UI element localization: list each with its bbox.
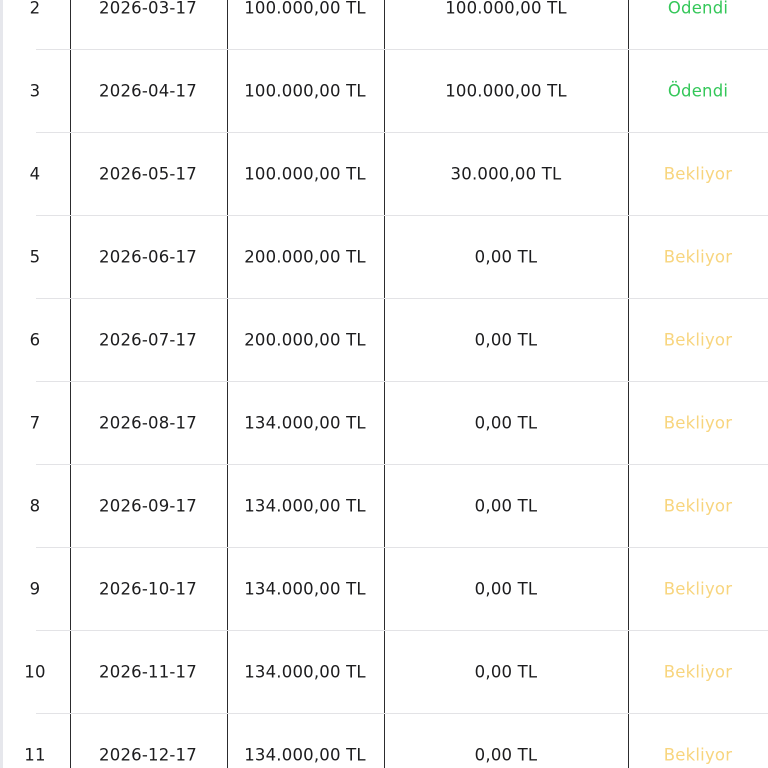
status: Bekliyor — [663, 247, 733, 267]
amount: 100.000,00 TL — [244, 81, 366, 101]
column-divider — [628, 0, 629, 768]
amount: 200.000,00 TL — [244, 330, 366, 350]
paid-amount: 0,00 TL — [474, 413, 538, 433]
row-number: 10 — [24, 662, 46, 682]
due-date: 2026-10-17 — [99, 579, 197, 599]
due-date: 2026-12-17 — [99, 745, 197, 765]
row-number: 3 — [29, 81, 41, 101]
amount: 100.000,00 TL — [244, 164, 366, 184]
due-date: 2026-04-17 — [99, 81, 197, 101]
due-date: 2026-11-17 — [99, 662, 197, 682]
due-date: 2026-09-17 — [99, 496, 197, 516]
paid-amount: 0,00 TL — [474, 496, 538, 516]
paid-amount: 0,00 TL — [474, 745, 538, 765]
row-number: 11 — [24, 745, 46, 765]
due-date: 2026-07-17 — [99, 330, 197, 350]
status: Bekliyor — [663, 496, 733, 516]
due-date: 2026-03-17 — [99, 0, 197, 18]
amount: 100.000,00 TL — [244, 0, 366, 18]
row-number: 4 — [29, 164, 41, 184]
row-separator — [36, 298, 768, 299]
status: Bekliyor — [663, 579, 733, 599]
row-separator — [36, 547, 768, 548]
row-number: 2 — [29, 0, 41, 18]
status: Ödendi — [667, 0, 729, 18]
due-date: 2026-06-17 — [99, 247, 197, 267]
row-number: 6 — [29, 330, 41, 350]
amount: 134.000,00 TL — [244, 496, 366, 516]
amount: 134.000,00 TL — [244, 662, 366, 682]
column-divider — [227, 0, 228, 768]
paid-amount: 0,00 TL — [474, 579, 538, 599]
status: Bekliyor — [663, 330, 733, 350]
row-separator — [36, 215, 768, 216]
paid-amount: 0,00 TL — [474, 247, 538, 267]
amount: 134.000,00 TL — [244, 745, 366, 765]
status: Bekliyor — [663, 662, 733, 682]
amount: 134.000,00 TL — [244, 579, 366, 599]
due-date: 2026-05-17 — [99, 164, 197, 184]
paid-amount: 30.000,00 TL — [450, 164, 562, 184]
row-separator — [36, 49, 768, 50]
status: Ödendi — [667, 81, 729, 101]
paid-amount: 0,00 TL — [474, 330, 538, 350]
paid-amount: 0,00 TL — [474, 662, 538, 682]
column-divider — [70, 0, 71, 768]
amount: 134.000,00 TL — [244, 413, 366, 433]
status: Bekliyor — [663, 164, 733, 184]
status: Bekliyor — [663, 745, 733, 765]
row-separator — [36, 381, 768, 382]
paid-amount: 100.000,00 TL — [445, 0, 567, 18]
due-date: 2026-08-17 — [99, 413, 197, 433]
amount: 200.000,00 TL — [244, 247, 366, 267]
status: Bekliyor — [663, 413, 733, 433]
row-separator — [36, 464, 768, 465]
left-edge — [0, 0, 3, 768]
row-separator — [36, 132, 768, 133]
column-divider — [384, 0, 385, 768]
row-number: 9 — [29, 579, 41, 599]
row-number: 8 — [29, 496, 41, 516]
row-number: 5 — [29, 247, 41, 267]
row-number: 7 — [29, 413, 41, 433]
row-separator — [36, 713, 768, 714]
row-separator — [36, 630, 768, 631]
paid-amount: 100.000,00 TL — [445, 81, 567, 101]
